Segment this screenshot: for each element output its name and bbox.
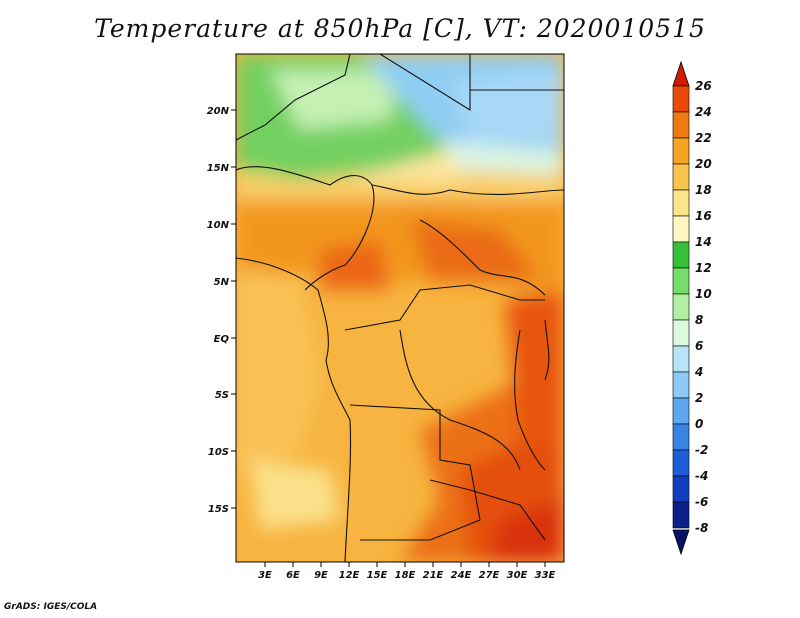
colorbar-segment — [672, 319, 690, 347]
colorbar-label: 20 — [695, 157, 712, 171]
lat-label: 20N — [207, 106, 230, 117]
colorbar-label: 8 — [695, 313, 703, 327]
colorbar-label: 18 — [695, 183, 712, 197]
temperature-field — [236, 54, 564, 562]
lon-label: 30E — [507, 570, 528, 581]
lat-label: 5N — [214, 277, 230, 288]
borders — [236, 54, 564, 562]
colorbar-segment — [672, 397, 690, 425]
colorbar-segment — [672, 241, 690, 269]
colorbar-segment — [672, 137, 690, 165]
colorbar-segment — [672, 293, 690, 321]
lon-label: 6E — [286, 570, 300, 581]
colorbar-segment — [672, 345, 690, 373]
colorbar-segment — [672, 85, 690, 113]
lat-label: 15N — [207, 163, 230, 174]
colorbar-segment — [672, 501, 690, 529]
colorbar-label: -2 — [695, 443, 708, 457]
colorbar-label: 26 — [695, 79, 712, 93]
grads-credit: GrADS: IGES/COLA — [4, 602, 98, 612]
colorbar-label: -4 — [695, 469, 708, 483]
lon-label: 27E — [479, 570, 500, 581]
lat-label: 15S — [208, 504, 229, 515]
colorbar-segment — [672, 163, 690, 191]
colorbar-segment — [672, 475, 690, 503]
lat-label: 10S — [208, 447, 229, 458]
lon-label: 15E — [367, 570, 388, 581]
colorbar-label: 12 — [695, 261, 712, 275]
lat-label: 10N — [207, 220, 230, 231]
latitude-axis: 20N 15N 10N 5N EQ 5S 10S 15S — [207, 106, 236, 515]
colorbar-segment — [672, 371, 690, 399]
lon-label: 12E — [339, 570, 360, 581]
lon-label: 3E — [258, 570, 272, 581]
colorbar-segments — [672, 85, 690, 529]
colorbar-label: 16 — [695, 209, 712, 223]
lon-label: 24E — [451, 570, 472, 581]
lon-label: 33E — [535, 570, 556, 581]
colorbar-label: 14 — [695, 235, 712, 249]
colorbar-segment — [672, 267, 690, 295]
colorbar-label: 22 — [695, 131, 712, 145]
lat-label: EQ — [214, 334, 230, 345]
colorbar-segment — [672, 423, 690, 451]
colorbar-bottom-arrow — [672, 529, 690, 556]
colorbar-label: 4 — [694, 365, 703, 379]
colorbar-label: 6 — [695, 339, 703, 353]
colorbar-segment — [672, 449, 690, 477]
colorbar-segment — [672, 111, 690, 139]
map-title: Temperature at 850hPa [C], VT: 202001051… — [94, 14, 706, 43]
lon-label: 9E — [314, 570, 328, 581]
lat-label: 5S — [215, 390, 229, 401]
colorbar-label: -8 — [695, 521, 708, 535]
colorbar-label: 2 — [695, 391, 703, 405]
colorbar-label: 24 — [695, 105, 712, 119]
colorbar-top-arrow — [672, 60, 690, 87]
map-frame — [235, 53, 565, 563]
colorbar-segment — [672, 215, 690, 243]
lon-label: 18E — [395, 570, 416, 581]
lon-label: 21E — [423, 570, 444, 581]
colorbar-segment — [672, 189, 690, 217]
longitude-axis: 3E 6E 9E 12E 15E 18E 21E 24E 27E 30E 33E — [258, 562, 556, 581]
colorbar-label: 10 — [695, 287, 712, 301]
colorbar-label: -6 — [695, 495, 708, 509]
colorbar-label: 0 — [695, 417, 703, 431]
